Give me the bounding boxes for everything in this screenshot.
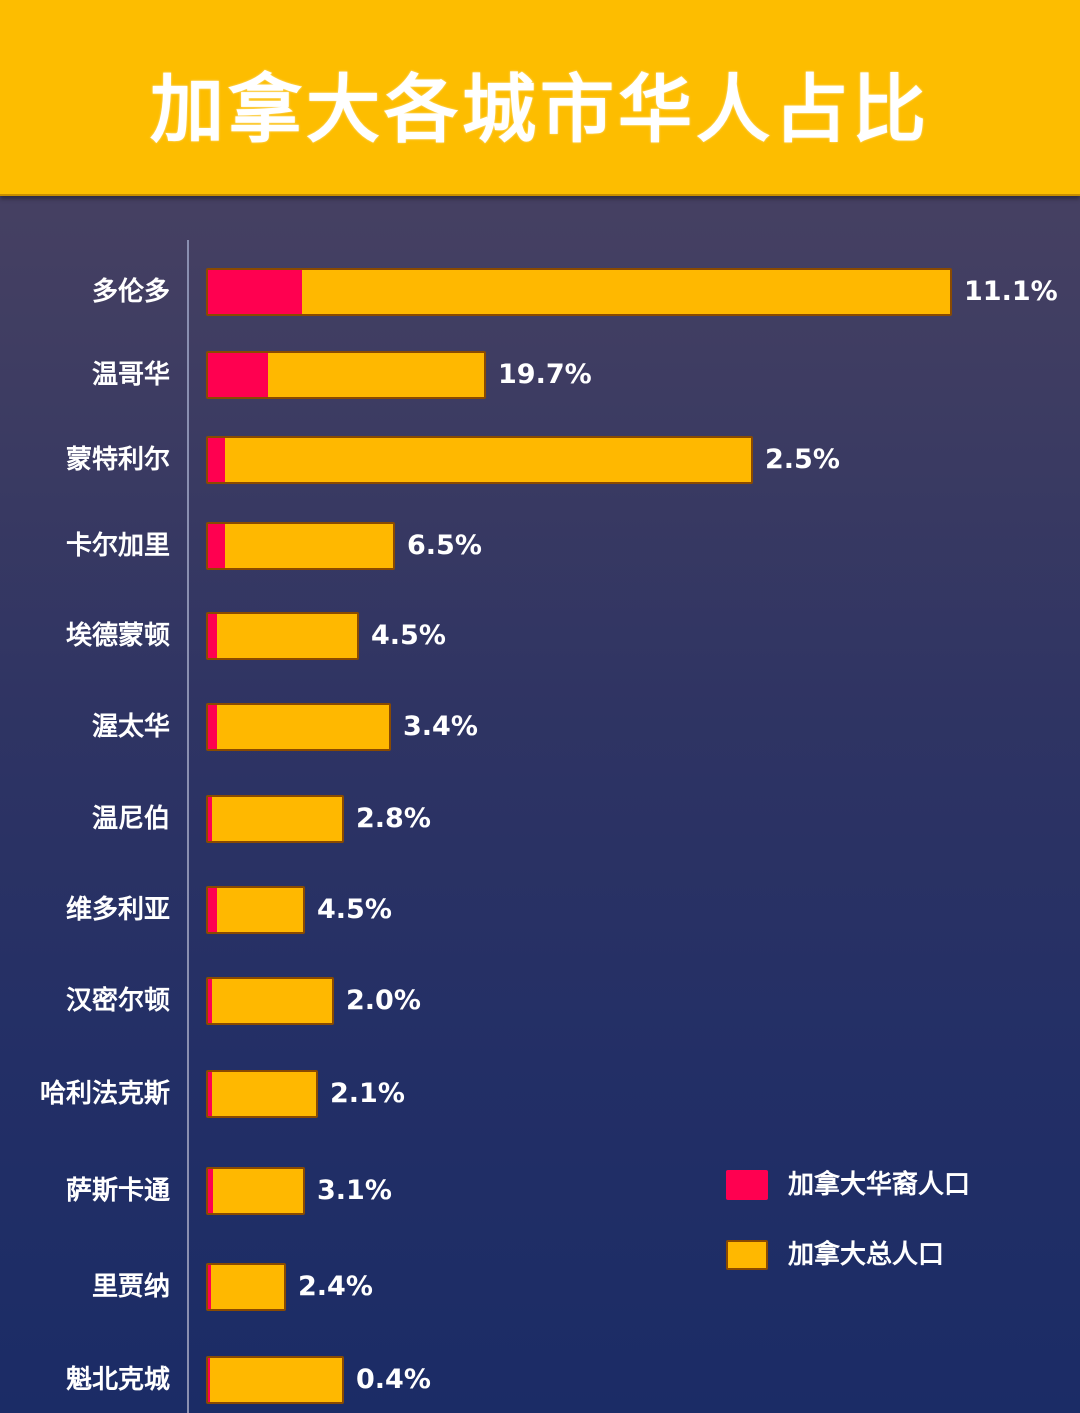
chinese-population-bar — [208, 1358, 210, 1402]
total-population-bar — [206, 977, 334, 1025]
city-label: 魁北克城 — [65, 1365, 170, 1395]
bar-row: 多伦多 11.1% — [0, 268, 1080, 316]
total-population-bar — [206, 612, 359, 660]
percentage-label: 0.4% — [356, 1364, 431, 1395]
y-axis-line — [187, 240, 189, 1413]
title-banner: 加拿大各城市华人占比 — [0, 0, 1080, 196]
percentage-label: 2.4% — [298, 1271, 373, 1302]
total-population-bar — [206, 351, 486, 399]
legend-swatch-red — [726, 1170, 768, 1200]
chinese-population-bar — [208, 1265, 211, 1309]
city-label: 蒙特利尔 — [65, 445, 170, 475]
percentage-label: 6.5% — [407, 530, 482, 561]
bar-row: 温哥华 19.7% — [0, 351, 1080, 399]
percentage-label: 11.1% — [964, 276, 1058, 307]
chinese-population-bar — [208, 524, 225, 568]
bar-row: 里贾纳 2.4% — [0, 1263, 1080, 1311]
chinese-population-bar — [208, 888, 217, 932]
legend-label: 加拿大总人口 — [788, 1240, 945, 1270]
total-population-bar — [206, 268, 952, 316]
chinese-population-bar — [208, 979, 212, 1023]
chinese-population-bar — [208, 797, 212, 841]
city-label: 里贾纳 — [91, 1272, 170, 1302]
total-population-bar — [206, 436, 753, 484]
chart-title: 加拿大各城市华人占比 — [150, 66, 930, 153]
percentage-label: 3.4% — [403, 711, 478, 742]
percentage-label: 4.5% — [371, 620, 446, 651]
chinese-population-bar — [208, 1072, 212, 1116]
bar-row: 魁北克城 0.4% — [0, 1356, 1080, 1404]
legend-swatch-yellow — [726, 1240, 768, 1270]
bar-row: 哈利法克斯 2.1% — [0, 1070, 1080, 1118]
city-label: 萨斯卡通 — [65, 1176, 170, 1206]
chinese-population-bar — [208, 705, 217, 749]
percentage-label: 2.1% — [330, 1078, 405, 1109]
bar-row: 萨斯卡通 3.1% — [0, 1167, 1080, 1215]
legend-label: 加拿大华裔人口 — [788, 1170, 971, 1200]
percentage-label: 2.8% — [356, 803, 431, 834]
bar-row: 蒙特利尔 2.5% — [0, 436, 1080, 484]
city-label: 卡尔加里 — [65, 531, 170, 561]
city-label: 多伦多 — [91, 277, 170, 307]
city-label: 埃德蒙顿 — [65, 621, 170, 651]
city-label: 汉密尔顿 — [65, 986, 170, 1016]
total-population-bar — [206, 703, 391, 751]
bar-row: 温尼伯 2.8% — [0, 795, 1080, 843]
bar-row: 汉密尔顿 2.0% — [0, 977, 1080, 1025]
total-population-bar — [206, 1070, 318, 1118]
percentage-label: 4.5% — [317, 894, 392, 925]
chinese-population-bar — [208, 270, 302, 314]
total-population-bar — [206, 1263, 286, 1311]
city-label: 渥太华 — [91, 712, 170, 742]
bar-row: 维多利亚 4.5% — [0, 886, 1080, 934]
total-population-bar — [206, 522, 395, 570]
percentage-label: 3.1% — [317, 1175, 392, 1206]
percentage-label: 19.7% — [498, 359, 592, 390]
bar-row: 卡尔加里 6.5% — [0, 522, 1080, 570]
total-population-bar — [206, 1356, 344, 1404]
city-label: 温哥华 — [91, 360, 170, 390]
total-population-bar — [206, 795, 344, 843]
city-label: 维多利亚 — [65, 895, 170, 925]
city-label: 温尼伯 — [91, 804, 170, 834]
chinese-population-bar — [208, 353, 268, 397]
chinese-population-bar — [208, 614, 217, 658]
chinese-population-bar — [208, 1169, 213, 1213]
bar-row: 埃德蒙顿 4.5% — [0, 612, 1080, 660]
percentage-label: 2.5% — [765, 444, 840, 475]
city-label: 哈利法克斯 — [39, 1079, 170, 1109]
total-population-bar — [206, 886, 305, 934]
bar-row: 渥太华 3.4% — [0, 703, 1080, 751]
chinese-population-bar — [208, 438, 225, 482]
percentage-label: 2.0% — [346, 985, 421, 1016]
total-population-bar — [206, 1167, 305, 1215]
